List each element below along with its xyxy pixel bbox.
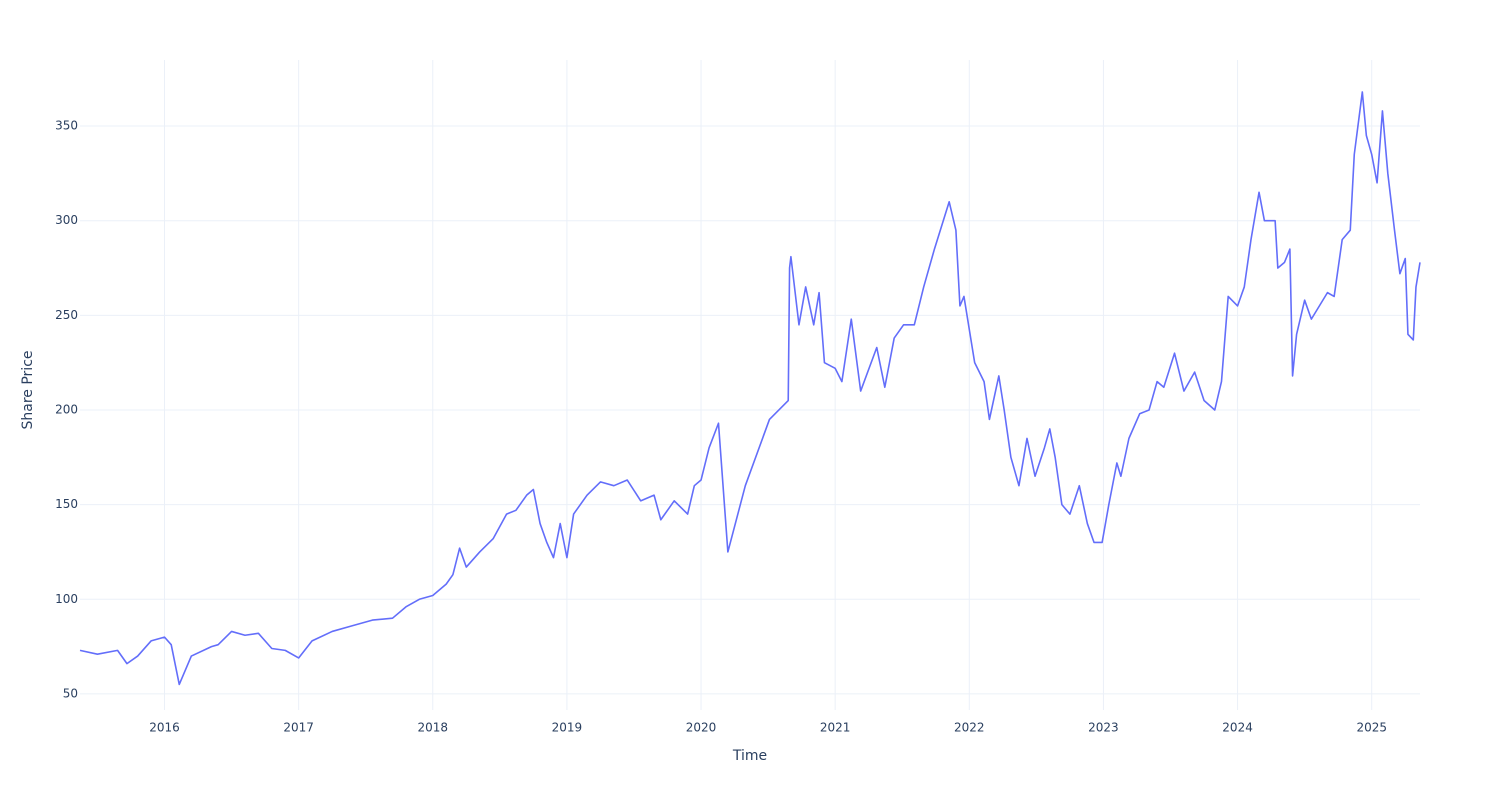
y-tick-label: 300 (55, 213, 78, 227)
y-tick-label: 250 (55, 308, 78, 322)
y-tick-label: 150 (55, 497, 78, 511)
x-axis-title: Time (732, 748, 767, 764)
y-tick-label: 50 (63, 686, 78, 700)
x-tick-label: 2025 (1356, 721, 1387, 735)
x-tick-label: 2018 (417, 721, 448, 735)
y-tick-label: 200 (55, 402, 78, 416)
x-tick-label: 2023 (1088, 721, 1119, 735)
x-tick-label: 2016 (149, 721, 180, 735)
y-tick-label: 100 (55, 592, 78, 606)
y-axis-title: Share Price (20, 350, 36, 429)
price-line (79, 91, 1421, 686)
x-tick-label: 2024 (1222, 721, 1253, 735)
x-tick-label: 2017 (283, 721, 314, 735)
y-tick-label: 350 (55, 119, 78, 133)
x-tick-label: 2020 (686, 721, 717, 735)
x-tick-label: 2019 (552, 721, 583, 735)
x-tick-label: 2021 (820, 721, 851, 735)
x-tick-label: 2022 (954, 721, 985, 735)
